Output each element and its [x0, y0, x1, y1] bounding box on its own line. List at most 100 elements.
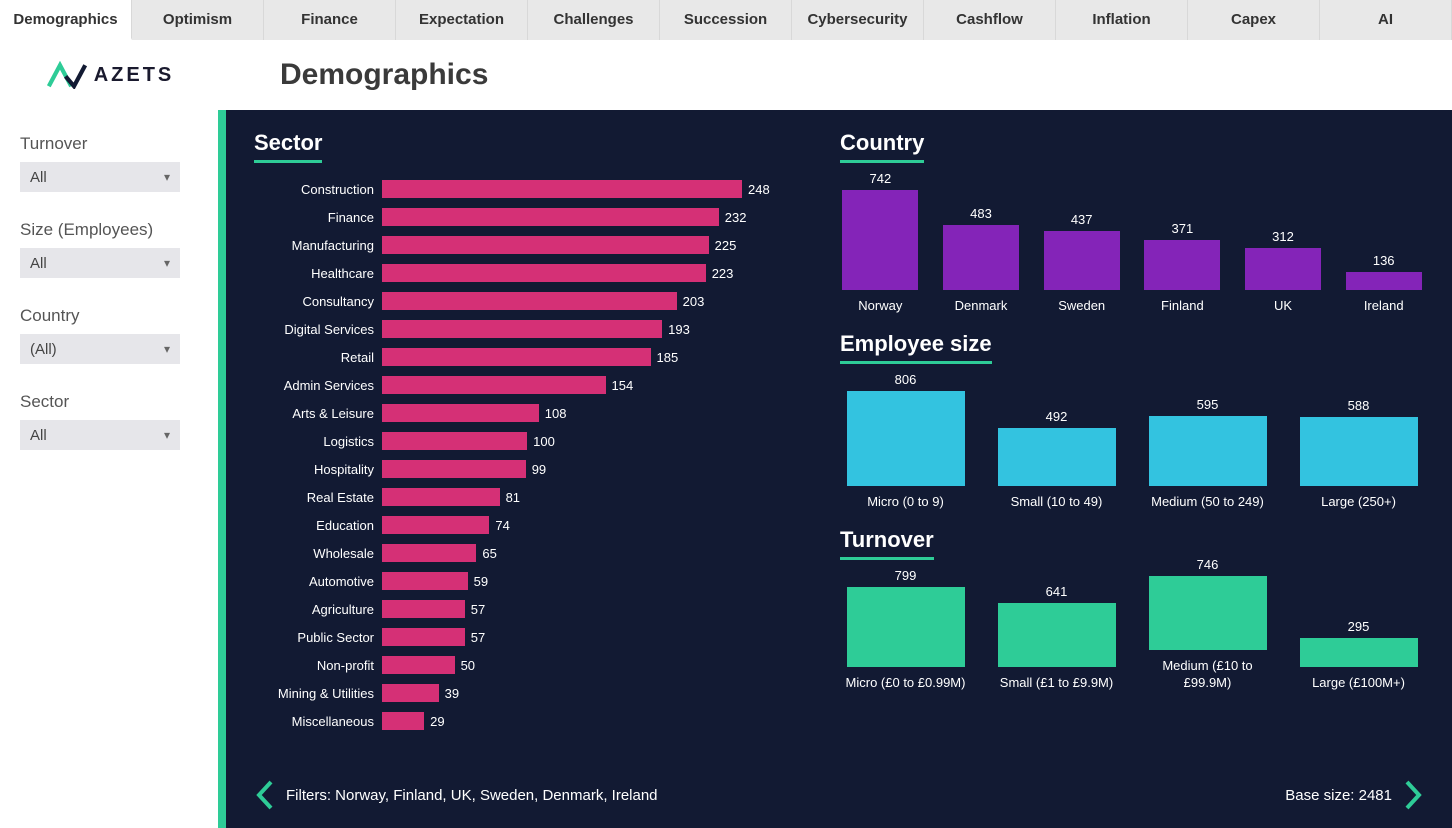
sector-bar-value: 248	[748, 182, 770, 197]
vbar-column[interactable]: 492Small (10 to 49)	[991, 409, 1122, 511]
sector-bar-row[interactable]: Non-profit 50	[254, 651, 804, 679]
vbar-column[interactable]: 371 Finland	[1142, 221, 1223, 315]
vbar-value: 483	[970, 206, 992, 221]
sector-bar-row[interactable]: Manufacturing225	[254, 231, 804, 259]
vbar-column[interactable]: 799Micro (£0 to £0.99M)	[840, 568, 971, 692]
sector-bar-track: 154	[382, 376, 804, 394]
filter-value: All	[30, 169, 47, 186]
sector-bar-track: 248	[382, 180, 804, 198]
sector-bar-row[interactable]: Digital Services193	[254, 315, 804, 343]
sector-bar-value: 232	[725, 210, 747, 225]
sector-bar-row[interactable]: Finance232	[254, 203, 804, 231]
tab-optimism[interactable]: Optimism	[132, 0, 264, 40]
country-title: Country	[840, 130, 924, 163]
sector-bar-row[interactable]: Miscellaneous29	[254, 707, 804, 735]
vbar-label: Finland	[1161, 298, 1204, 315]
vbar-fill	[1300, 638, 1418, 668]
sector-bar-fill	[382, 712, 424, 730]
footer-left: Filters: Norway, Finland, UK, Sweden, De…	[254, 780, 658, 810]
sector-bar-label: Education	[254, 518, 382, 533]
vbar-column[interactable]: 595Medium (50 to 249)	[1142, 397, 1273, 511]
tab-expectation[interactable]: Expectation	[396, 0, 528, 40]
sector-bar-row[interactable]: Real Estate81	[254, 483, 804, 511]
sector-bar-value: 100	[533, 434, 555, 449]
vbar-column[interactable]: 742Norway	[840, 171, 921, 315]
sector-bar-fill	[382, 320, 662, 338]
vbar-label: Denmark	[955, 298, 1008, 315]
sector-bar-row[interactable]: Healthcare223	[254, 259, 804, 287]
sector-bar-label: Wholesale	[254, 546, 382, 561]
sector-bar-track: 185	[382, 348, 804, 366]
sector-bar-track: 57	[382, 600, 804, 618]
tab-inflation[interactable]: Inflation	[1056, 0, 1188, 40]
vbar-fill	[847, 587, 965, 667]
turnover-title: Turnover	[840, 527, 934, 560]
sector-bar-row[interactable]: Automotive59	[254, 567, 804, 595]
vbar-label: Micro (0 to 9)	[867, 494, 944, 511]
filter-select[interactable]: All▾	[20, 420, 180, 450]
vbar-column[interactable]: 641Small (£1 to £9.9M)	[991, 584, 1122, 692]
filter-select[interactable]: (All)▾	[20, 334, 180, 364]
tab-demographics[interactable]: Demographics	[0, 0, 132, 40]
vbar-column[interactable]: 295Large (£100M+)	[1293, 619, 1424, 692]
sector-bar-value: 185	[657, 350, 679, 365]
sector-bar-value: 57	[471, 602, 485, 617]
sector-bar-row[interactable]: Admin Services154	[254, 371, 804, 399]
prev-arrow-icon[interactable]	[254, 780, 276, 810]
vbar-fill	[998, 603, 1116, 667]
chevron-down-icon: ▾	[164, 428, 170, 442]
sector-bar-row[interactable]: Public Sector57	[254, 623, 804, 651]
dashboard-body: Sector Construction248Finance232Manufact…	[254, 130, 1424, 766]
sector-bar-row[interactable]: Arts & Leisure108	[254, 399, 804, 427]
sector-bar-row[interactable]: Agriculture57	[254, 595, 804, 623]
vbar-column[interactable]: 746Medium (£10 to £99.9M)	[1142, 557, 1273, 692]
tab-challenges[interactable]: Challenges	[528, 0, 660, 40]
sector-bar-label: Hospitality	[254, 462, 382, 477]
sector-bar-fill	[382, 684, 439, 702]
sector-bar-row[interactable]: Wholesale65	[254, 539, 804, 567]
next-arrow-icon[interactable]	[1402, 780, 1424, 810]
sector-bar-row[interactable]: Retail185	[254, 343, 804, 371]
tab-capex[interactable]: Capex	[1188, 0, 1320, 40]
vbar-column[interactable]: 588Large (250+)	[1293, 398, 1424, 511]
dashboard-panel: Sector Construction248Finance232Manufact…	[226, 110, 1452, 828]
sector-bar-fill	[382, 432, 527, 450]
tab-finance[interactable]: Finance	[264, 0, 396, 40]
sector-bar-row[interactable]: Construction248	[254, 175, 804, 203]
tab-ai[interactable]: AI	[1320, 0, 1452, 40]
sector-bar-fill	[382, 572, 468, 590]
sector-bar-value: 59	[474, 574, 488, 589]
sector-bar-label: Non-profit	[254, 658, 382, 673]
sector-bar-row[interactable]: Logistics100	[254, 427, 804, 455]
vbar-column[interactable]: 483 Denmark	[941, 206, 1022, 315]
filter-select[interactable]: All▾	[20, 162, 180, 192]
vbar-column[interactable]: 806Micro (0 to 9)	[840, 372, 971, 511]
vbar-value: 312	[1272, 229, 1294, 244]
sector-bar-fill	[382, 236, 709, 254]
tab-cybersecurity[interactable]: Cybersecurity	[792, 0, 924, 40]
vbar-value: 799	[895, 568, 917, 583]
filter-select[interactable]: All▾	[20, 248, 180, 278]
sector-bar-row[interactable]: Mining & Utilities39	[254, 679, 804, 707]
vbar-label: Sweden	[1058, 298, 1105, 315]
vbar-column[interactable]: 136Ireland	[1343, 253, 1424, 315]
vbar-fill	[1346, 272, 1422, 290]
vbar-fill	[1144, 240, 1220, 290]
tab-succession[interactable]: Succession	[660, 0, 792, 40]
vbar-column[interactable]: 437Sweden	[1041, 212, 1122, 315]
dashboard-footer: Filters: Norway, Finland, UK, Sweden, De…	[254, 766, 1424, 816]
sector-bar-label: Real Estate	[254, 490, 382, 505]
sector-bar-row[interactable]: Education74	[254, 511, 804, 539]
vbar-column[interactable]: 312UK	[1243, 229, 1324, 315]
sector-bar-track: 57	[382, 628, 804, 646]
sector-bar-value: 193	[668, 322, 690, 337]
tab-cashflow[interactable]: Cashflow	[924, 0, 1056, 40]
sector-bar-fill	[382, 376, 606, 394]
vbar-value: 371	[1172, 221, 1194, 236]
employee-chart: 806Micro (0 to 9)492Small (10 to 49)595M…	[840, 376, 1424, 511]
sector-bar-row[interactable]: Consultancy203	[254, 287, 804, 315]
sector-bar-row[interactable]: Hospitality99	[254, 455, 804, 483]
sector-bar-fill	[382, 544, 476, 562]
sector-bar-label: Healthcare	[254, 266, 382, 281]
sector-bar-value: 50	[461, 658, 475, 673]
